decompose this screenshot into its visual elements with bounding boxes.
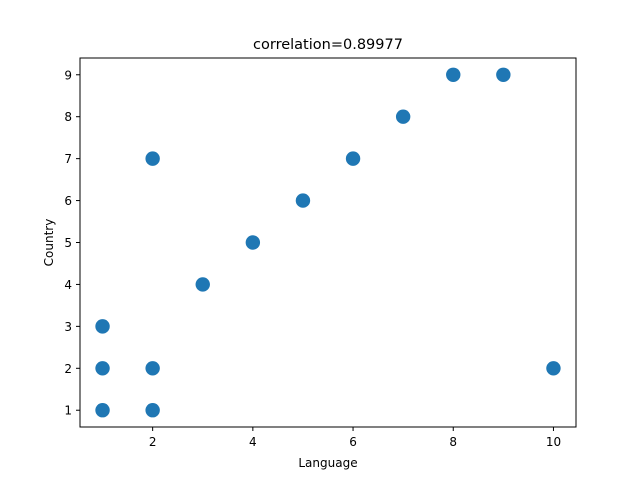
data-point-13	[546, 361, 561, 376]
y-tick-label: 7	[64, 152, 72, 166]
y-tick-label: 3	[64, 320, 72, 334]
y-tick-label: 5	[64, 236, 72, 250]
y-axis-label: Country	[42, 219, 56, 267]
y-tick-label: 9	[64, 68, 72, 82]
data-point-6	[195, 277, 210, 292]
data-point-2	[95, 319, 110, 334]
y-tick-label: 6	[64, 194, 72, 208]
data-point-9	[345, 151, 361, 166]
data-point-5	[145, 151, 160, 166]
data-point-12	[496, 67, 511, 82]
x-tick-label: 4	[249, 435, 257, 449]
y-tick-label: 1	[64, 404, 72, 418]
y-tick-label: 2	[64, 362, 72, 376]
x-tick-label: 8	[449, 435, 457, 449]
x-axis-label: Language	[298, 456, 357, 470]
data-point-4	[145, 361, 160, 376]
data-points	[95, 67, 561, 418]
y-axis-ticks: 1 2 3 4 5 6 7 8 9	[64, 68, 80, 418]
y-tick-label: 8	[64, 110, 72, 124]
x-tick-label: 6	[349, 435, 357, 449]
y-tick-label: 4	[64, 278, 72, 292]
chart-title: correlation=0.89977	[253, 37, 403, 53]
data-point-7	[245, 235, 261, 250]
data-point-8	[295, 193, 311, 208]
data-point-10	[395, 109, 411, 124]
data-point-1	[95, 361, 110, 376]
x-axis-ticks: 2 4 6 8 10	[149, 427, 561, 449]
x-tick-label: 10	[546, 435, 561, 449]
data-point-11	[446, 67, 461, 82]
data-point-3	[145, 403, 160, 418]
data-point-0	[95, 403, 110, 418]
x-tick-label: 2	[149, 435, 157, 449]
